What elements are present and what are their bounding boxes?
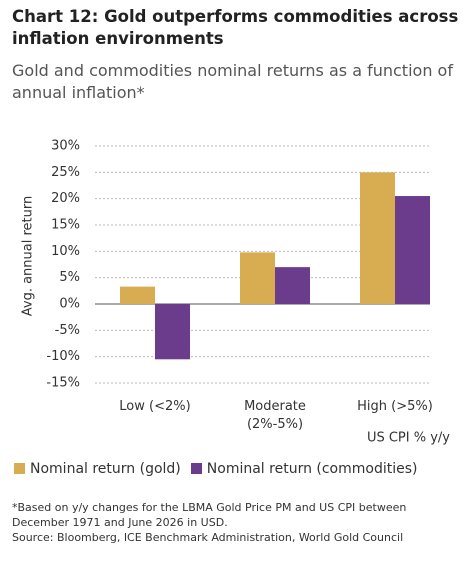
footnote: Source: Bloomberg, ICE Benchmark Adminis…	[12, 531, 404, 544]
bar	[395, 196, 430, 304]
bar	[155, 304, 190, 360]
y-tick-label: 5%	[59, 270, 80, 285]
legend-label: Nominal return (gold)	[30, 461, 181, 477]
x-tick-label: High (>5%)	[357, 399, 433, 414]
legend: Nominal return (gold) Nominal return (com…	[14, 461, 418, 477]
y-tick-label: 25%	[51, 165, 80, 180]
bar	[275, 267, 310, 304]
y-tick-label: -5%	[55, 323, 80, 338]
bar	[240, 252, 275, 304]
y-axis-label: Avg. annual return	[21, 196, 36, 317]
y-tick-label: -10%	[46, 349, 80, 364]
chart-title: Chart 12: Gold outperforms commodities a…	[12, 7, 459, 48]
legend-item: Nominal return (gold)	[14, 461, 181, 477]
y-tick-label: 15%	[51, 218, 80, 233]
y-tick-label: -15%	[46, 376, 80, 391]
y-tick-label: 10%	[51, 244, 80, 259]
x-axis-label: US CPI % y/y	[367, 431, 450, 446]
legend-swatch	[14, 463, 25, 474]
x-tick-label: Low (<2%)	[119, 399, 191, 414]
footnote: *Based on y/y changes for the LBMA Gold …	[12, 501, 407, 529]
bar	[360, 172, 395, 304]
legend-item: Nominal return (commodities)	[190, 461, 418, 477]
x-tick-label: Moderate (2%-5%)	[244, 399, 306, 432]
y-tick-label: 20%	[51, 191, 80, 206]
y-tick-label: 0%	[59, 297, 80, 312]
bar	[120, 286, 155, 304]
legend-label: Nominal return (commodities)	[206, 461, 418, 477]
chart-subtitle: Gold and commodities nominal returns as …	[12, 61, 453, 102]
y-tick-label: 30%	[51, 139, 80, 154]
legend-swatch	[190, 463, 202, 474]
footnotes: *Based on y/y changes for the LBMA Gold …	[12, 500, 462, 545]
